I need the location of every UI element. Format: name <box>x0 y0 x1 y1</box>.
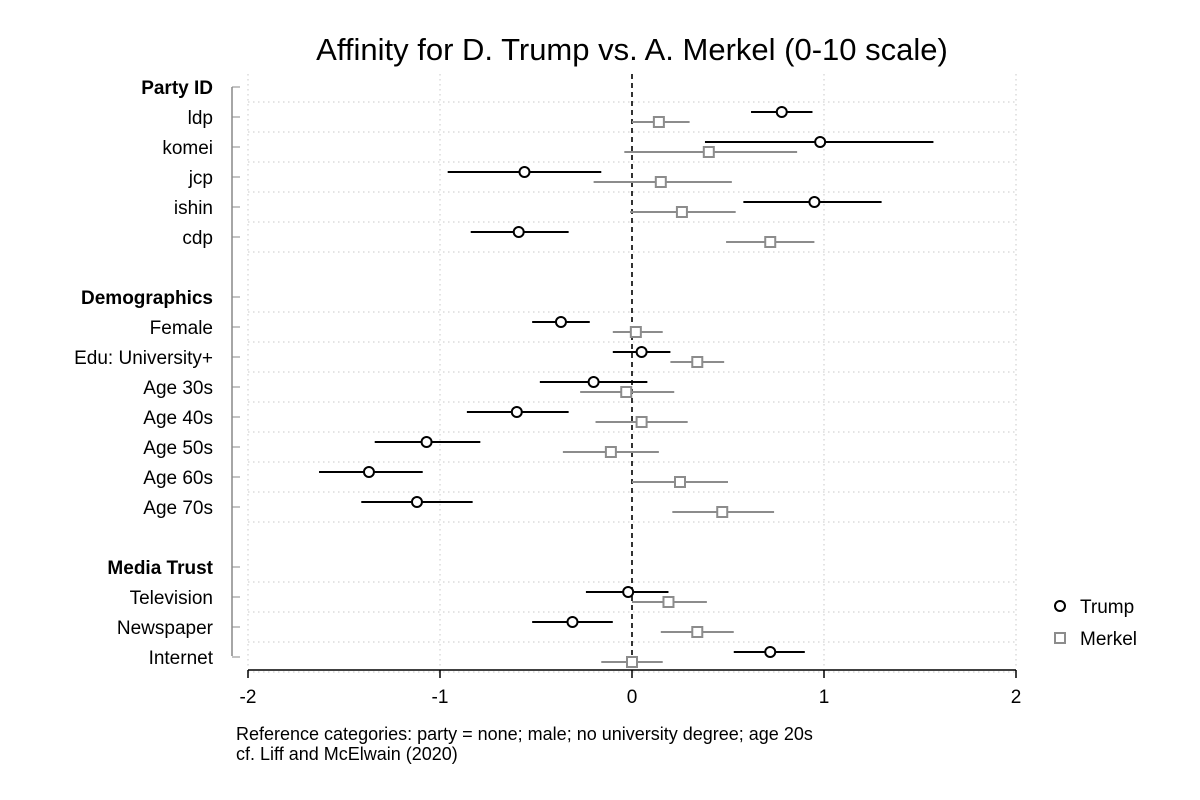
chart-title: Affinity for D. Trump vs. A. Merkel (0-1… <box>316 32 948 67</box>
legend-trump-marker <box>1054 600 1066 612</box>
merkel-point <box>702 146 715 158</box>
category-labels: Party ID Demographics Media Trust ldp komei j… <box>74 78 214 669</box>
merkel-point <box>620 386 633 398</box>
legend-trump-label: Trump <box>1080 597 1134 618</box>
merkel-point <box>629 326 642 338</box>
trump-point <box>512 226 525 238</box>
merkel-point <box>654 176 667 188</box>
merkel-point <box>691 356 704 368</box>
merkel-point <box>662 596 675 608</box>
note-text: cf. Liff and McElwain (2020) <box>236 744 458 764</box>
category-label: Age 50s <box>143 438 213 459</box>
category-label: Age 70s <box>143 498 213 519</box>
merkel-point <box>764 236 777 248</box>
x-tick-label: 2 <box>1011 687 1022 708</box>
trump-point <box>622 586 635 598</box>
trump-point <box>808 196 821 208</box>
axes: -2 -1 0 1 2 <box>231 74 1022 708</box>
x-tick-label: 0 <box>627 687 638 708</box>
gridlines <box>247 74 1017 673</box>
merkel-point <box>652 116 665 128</box>
x-tick-label: 1 <box>819 687 830 708</box>
x-tick-label: -2 <box>240 687 257 708</box>
group-label: Party ID <box>141 78 213 99</box>
legend: Trump Merkel <box>1054 597 1137 650</box>
trump-point <box>775 106 788 118</box>
category-label: ishin <box>174 198 213 219</box>
trump-point <box>764 646 777 658</box>
legend-merkel-label: Merkel <box>1080 629 1137 650</box>
merkel-point <box>635 416 648 428</box>
category-label: Age 40s <box>143 408 213 429</box>
category-label: Internet <box>149 648 214 669</box>
group-label: Media Trust <box>107 558 213 579</box>
trump-point <box>518 166 531 178</box>
category-label: jcp <box>188 168 213 189</box>
trump-point <box>510 406 523 418</box>
trump-point <box>362 466 375 478</box>
merkel-point <box>691 626 704 638</box>
category-label: Age 60s <box>143 468 213 489</box>
category-label: ldp <box>188 108 213 129</box>
notes: Reference categories: party = none; male… <box>236 724 813 764</box>
note-text: Reference categories: party = none; male… <box>236 724 813 744</box>
category-label: komei <box>162 138 213 159</box>
merkel-point <box>675 206 688 218</box>
category-label: Edu: University+ <box>74 348 213 369</box>
group-label: Demographics <box>81 288 213 309</box>
trump-point <box>814 136 827 148</box>
x-tick-label: -1 <box>432 687 449 708</box>
data-marks <box>319 106 934 668</box>
category-label: Newspaper <box>117 618 214 639</box>
trump-point <box>587 376 600 388</box>
category-label: cdp <box>182 228 213 249</box>
category-label: Age 30s <box>143 378 213 399</box>
merkel-point <box>716 506 729 518</box>
merkel-point <box>626 656 638 668</box>
trump-point <box>410 496 423 508</box>
trump-point <box>420 436 433 448</box>
category-label: Television <box>130 588 213 609</box>
trump-point <box>635 346 648 358</box>
merkel-point <box>604 446 617 458</box>
legend-merkel-marker <box>1054 632 1066 644</box>
trump-point <box>566 616 579 628</box>
category-label: Female <box>150 318 213 339</box>
merkel-point <box>674 476 686 488</box>
trump-point <box>554 316 567 328</box>
